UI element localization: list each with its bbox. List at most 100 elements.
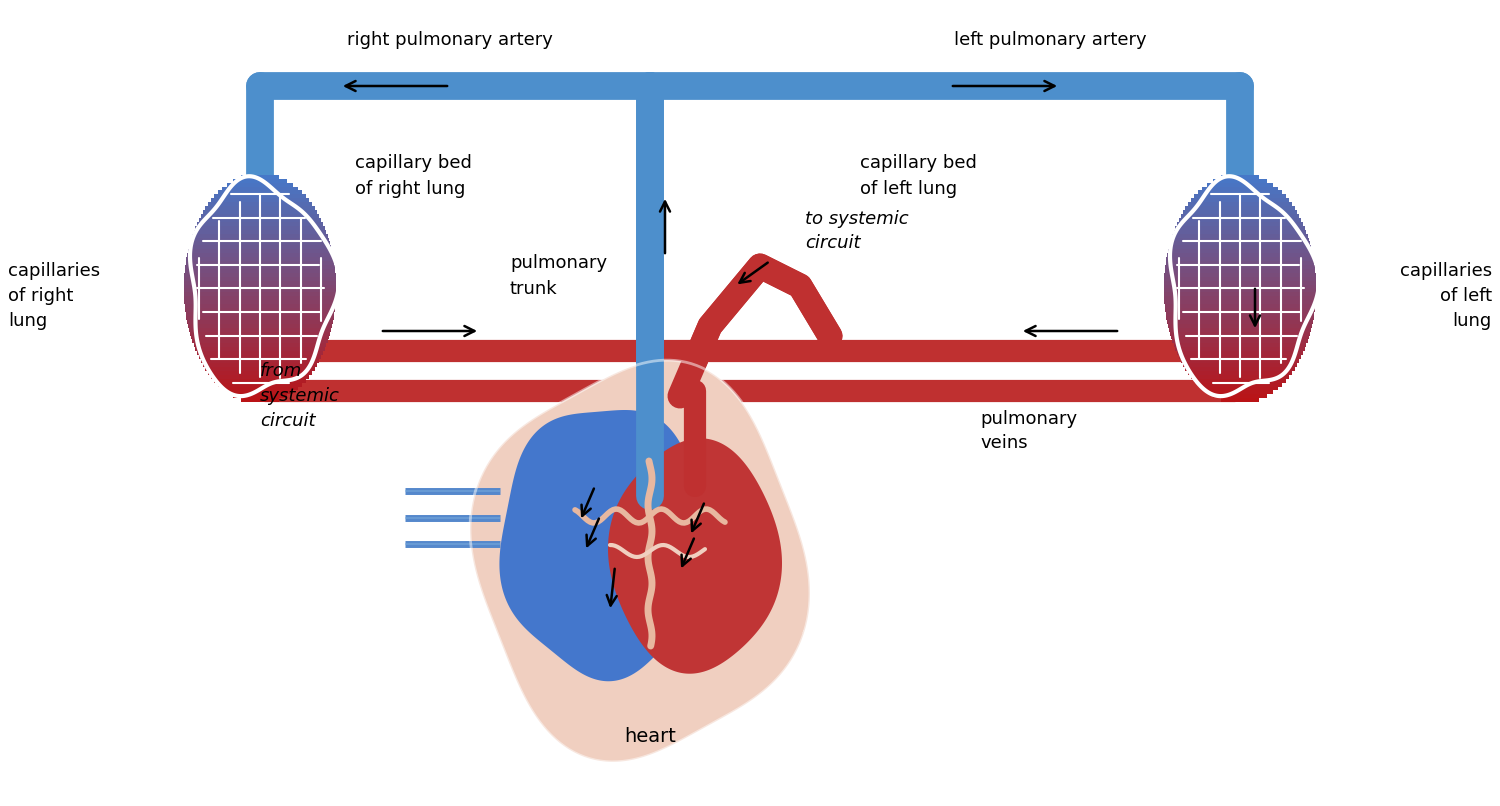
Polygon shape (226, 183, 294, 186)
Polygon shape (1168, 249, 1312, 253)
Polygon shape (1164, 304, 1316, 308)
Polygon shape (195, 347, 326, 351)
Polygon shape (188, 253, 333, 257)
Polygon shape (1164, 297, 1316, 301)
Polygon shape (1180, 214, 1299, 218)
Polygon shape (189, 331, 330, 335)
Polygon shape (1179, 355, 1302, 359)
Polygon shape (196, 351, 322, 355)
Polygon shape (184, 297, 336, 301)
Polygon shape (1170, 331, 1311, 335)
Text: from
systemic
circuit: from systemic circuit (260, 362, 340, 430)
Polygon shape (188, 324, 332, 328)
Text: right pulmonary artery: right pulmonary artery (346, 31, 554, 49)
Polygon shape (1194, 379, 1286, 383)
Polygon shape (1174, 347, 1305, 351)
Polygon shape (201, 214, 320, 218)
Polygon shape (186, 316, 334, 320)
Polygon shape (1172, 238, 1310, 242)
Polygon shape (198, 355, 321, 359)
Polygon shape (1164, 289, 1317, 293)
Polygon shape (184, 276, 336, 280)
Polygon shape (184, 280, 336, 285)
Polygon shape (1174, 226, 1305, 230)
Polygon shape (1188, 371, 1292, 375)
Polygon shape (1164, 272, 1316, 276)
Polygon shape (1166, 265, 1316, 269)
Polygon shape (184, 304, 336, 308)
Polygon shape (1164, 280, 1316, 285)
Polygon shape (184, 269, 336, 272)
Polygon shape (226, 390, 294, 394)
Polygon shape (1164, 285, 1317, 289)
Text: pulmonary
veins: pulmonary veins (980, 409, 1077, 452)
Polygon shape (1164, 301, 1316, 304)
Polygon shape (1164, 269, 1316, 272)
Polygon shape (1164, 276, 1316, 280)
Polygon shape (184, 293, 336, 297)
Polygon shape (1166, 316, 1314, 320)
Polygon shape (1173, 343, 1306, 347)
Polygon shape (222, 387, 298, 390)
Polygon shape (214, 379, 306, 383)
Polygon shape (1170, 177, 1318, 396)
Polygon shape (195, 226, 326, 230)
Polygon shape (184, 301, 336, 304)
Polygon shape (240, 398, 279, 402)
Polygon shape (210, 375, 309, 379)
Polygon shape (188, 320, 333, 324)
Polygon shape (202, 210, 316, 214)
Polygon shape (1178, 222, 1304, 226)
Polygon shape (1212, 394, 1268, 398)
Polygon shape (183, 285, 336, 289)
Polygon shape (1172, 335, 1310, 339)
Polygon shape (1221, 398, 1260, 402)
Polygon shape (188, 249, 332, 253)
Polygon shape (1184, 210, 1298, 214)
Polygon shape (186, 312, 334, 316)
Polygon shape (192, 234, 328, 238)
Text: capillaries
of right
lung: capillaries of right lung (8, 262, 101, 330)
Polygon shape (1166, 257, 1314, 261)
Polygon shape (1179, 218, 1302, 222)
Polygon shape (186, 257, 334, 261)
Polygon shape (1173, 230, 1306, 234)
Polygon shape (1194, 194, 1286, 198)
Polygon shape (183, 289, 336, 293)
Text: heart: heart (624, 726, 676, 746)
Polygon shape (1202, 387, 1278, 390)
Polygon shape (202, 363, 316, 367)
Polygon shape (1172, 339, 1308, 343)
Polygon shape (189, 328, 332, 331)
Polygon shape (1212, 179, 1268, 183)
Polygon shape (209, 371, 312, 375)
Polygon shape (206, 206, 315, 210)
Polygon shape (1206, 390, 1274, 394)
Polygon shape (1164, 293, 1316, 297)
Polygon shape (1178, 351, 1304, 355)
Text: capillary bed
of right lung: capillary bed of right lung (356, 155, 472, 197)
Polygon shape (608, 438, 782, 674)
Polygon shape (1168, 328, 1311, 331)
Polygon shape (194, 343, 327, 347)
Polygon shape (210, 198, 309, 202)
Polygon shape (206, 367, 315, 371)
Polygon shape (214, 194, 306, 198)
Polygon shape (217, 190, 303, 194)
Polygon shape (1166, 261, 1314, 265)
Polygon shape (194, 230, 327, 234)
Polygon shape (201, 359, 320, 363)
Polygon shape (1166, 312, 1314, 316)
Polygon shape (198, 218, 321, 222)
Text: capillaries
of left
lung: capillaries of left lung (1400, 262, 1492, 330)
Text: left pulmonary artery: left pulmonary artery (954, 31, 1146, 49)
Polygon shape (189, 242, 330, 245)
Polygon shape (1184, 363, 1298, 367)
Polygon shape (1168, 245, 1311, 249)
Polygon shape (232, 179, 288, 183)
Polygon shape (190, 238, 328, 242)
Polygon shape (1197, 383, 1282, 387)
Polygon shape (470, 360, 810, 762)
Polygon shape (1185, 206, 1294, 210)
Polygon shape (186, 261, 334, 265)
